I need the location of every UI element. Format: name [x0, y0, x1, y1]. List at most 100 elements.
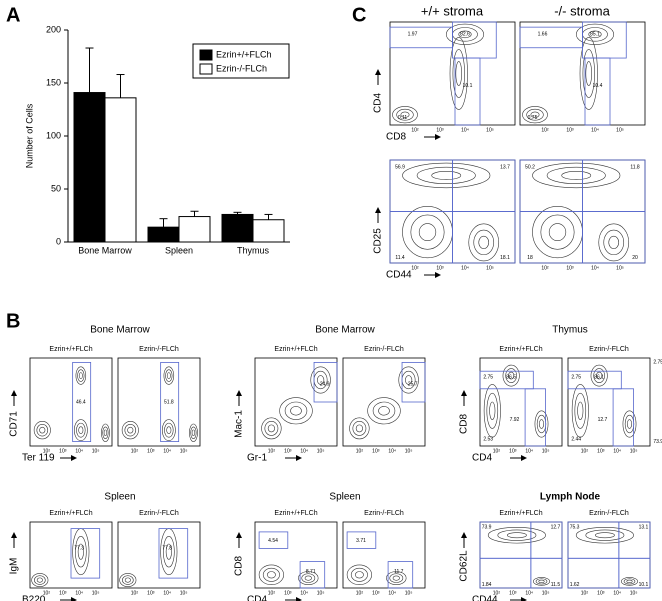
flow-plot	[29, 357, 113, 447]
gate-value: 11.8	[630, 165, 640, 171]
x-axis-label: CD8	[386, 132, 406, 143]
gate-value: 77.3	[74, 546, 84, 552]
legend-label: Ezrin-/-FLCh	[216, 63, 267, 73]
axis-tick-label: 10⁴	[525, 590, 533, 596]
gate	[452, 211, 516, 264]
y-tick-label: 200	[46, 24, 61, 34]
condition-label: Ezrin+/+FLCh	[49, 346, 92, 353]
gate-value: 82.6	[460, 32, 470, 38]
contour	[166, 426, 172, 434]
contour	[487, 526, 546, 544]
gate-value: 4.54	[268, 538, 278, 544]
axis-tick-label: 10⁴	[591, 127, 599, 133]
condition-label: Ezrin+/+FLCh	[499, 346, 542, 353]
contour	[497, 529, 537, 541]
axis-tick-label: 10⁵	[405, 590, 413, 596]
contour	[392, 575, 400, 581]
contour	[486, 392, 499, 429]
axis-tick-label: 10⁴	[75, 448, 83, 454]
gate-value: 13.7	[500, 165, 510, 171]
contour	[627, 419, 632, 429]
contour	[124, 577, 131, 583]
axis-tick-label: 10³	[147, 448, 155, 454]
gate	[530, 557, 563, 589]
contour	[571, 384, 589, 438]
axis-tick-label: 10³	[566, 265, 574, 271]
axis-tick-label: 10⁴	[461, 265, 469, 271]
contour	[468, 223, 500, 262]
contour	[164, 422, 174, 438]
axis-tick-label: 10²	[268, 448, 276, 454]
axis-tick-label: 10⁴	[163, 448, 171, 454]
y-axis-label: Number of Cells	[24, 103, 34, 168]
axis-tick-label: 10⁴	[591, 265, 599, 271]
axis-tick-label: 10²	[541, 265, 549, 271]
x-tick-label: Spleen	[165, 245, 193, 255]
condition-label: Ezrin+/+FLCh	[274, 510, 317, 517]
axis-tick-label: 10³	[436, 127, 444, 133]
contour	[534, 410, 549, 438]
axis-tick-label: 10⁴	[300, 448, 308, 454]
group-title: Bone Marrow	[90, 325, 150, 336]
y-axis-label: CD8	[234, 556, 245, 576]
gate-value: 75.3	[570, 525, 580, 531]
contour	[590, 364, 608, 387]
gate	[160, 361, 180, 442]
flow-plot	[567, 521, 651, 589]
gate-value: 10.1	[639, 582, 649, 588]
axis-tick-label: 10²	[43, 590, 51, 596]
gate-value: 2.75	[653, 360, 662, 366]
gate-value: 1.84	[482, 582, 492, 588]
gate-value: 1.62	[570, 582, 580, 588]
contour	[548, 223, 567, 241]
gate-value: 86.1	[594, 375, 604, 381]
condition-label: Ezrin-/-FLCh	[364, 510, 404, 517]
gate	[72, 361, 92, 442]
bar	[104, 97, 137, 243]
axis-tick-label: 10³	[284, 590, 292, 596]
contour	[483, 384, 501, 438]
condition-label: Ezrin+/+FLCh	[499, 510, 542, 517]
contour	[352, 421, 367, 436]
gate-value: 25.7	[408, 382, 418, 388]
gate	[524, 388, 546, 447]
axis-tick-label: 10⁵	[317, 448, 325, 454]
axis-tick-label: 10⁴	[461, 127, 469, 133]
x-axis-label: CD44	[386, 270, 412, 281]
contour	[191, 429, 196, 437]
contour	[33, 421, 51, 440]
axis-tick-label: 10⁵	[630, 590, 638, 596]
axis-tick-label: 10³	[566, 127, 574, 133]
contour	[298, 571, 319, 585]
contour	[535, 578, 548, 585]
axis-tick-label: 10⁴	[300, 590, 308, 596]
x-tick-label: Thymus	[237, 245, 270, 255]
contour	[346, 564, 373, 585]
gate	[313, 361, 338, 403]
gate-value: 3.71	[356, 538, 366, 544]
contour	[538, 579, 545, 584]
x-axis-label: Ter 119	[22, 453, 55, 464]
gate-value: 7.92	[510, 417, 520, 423]
condition-label: Ezrin-/-FLCh	[139, 346, 179, 353]
gate-value: 11.4	[395, 255, 405, 261]
gate-value: 12.7	[551, 525, 561, 531]
axis-tick-label: 10⁴	[388, 448, 396, 454]
gate	[70, 528, 101, 579]
contour	[405, 375, 413, 385]
contour	[489, 401, 496, 420]
contour	[367, 397, 401, 425]
axis-tick-label: 10²	[411, 127, 419, 133]
contour	[78, 372, 83, 379]
gate-value: 20	[632, 255, 638, 261]
gate-value: 11.5	[551, 582, 561, 588]
contour	[502, 364, 520, 387]
gate-value: 1.66	[538, 32, 548, 38]
contour	[189, 423, 198, 442]
column-header: -/- stroma	[554, 3, 610, 18]
axis-tick-label: 10⁴	[613, 448, 621, 454]
gate	[387, 561, 414, 589]
contour	[608, 235, 620, 249]
y-axis-label: IgM	[9, 558, 20, 575]
contour	[445, 23, 485, 45]
